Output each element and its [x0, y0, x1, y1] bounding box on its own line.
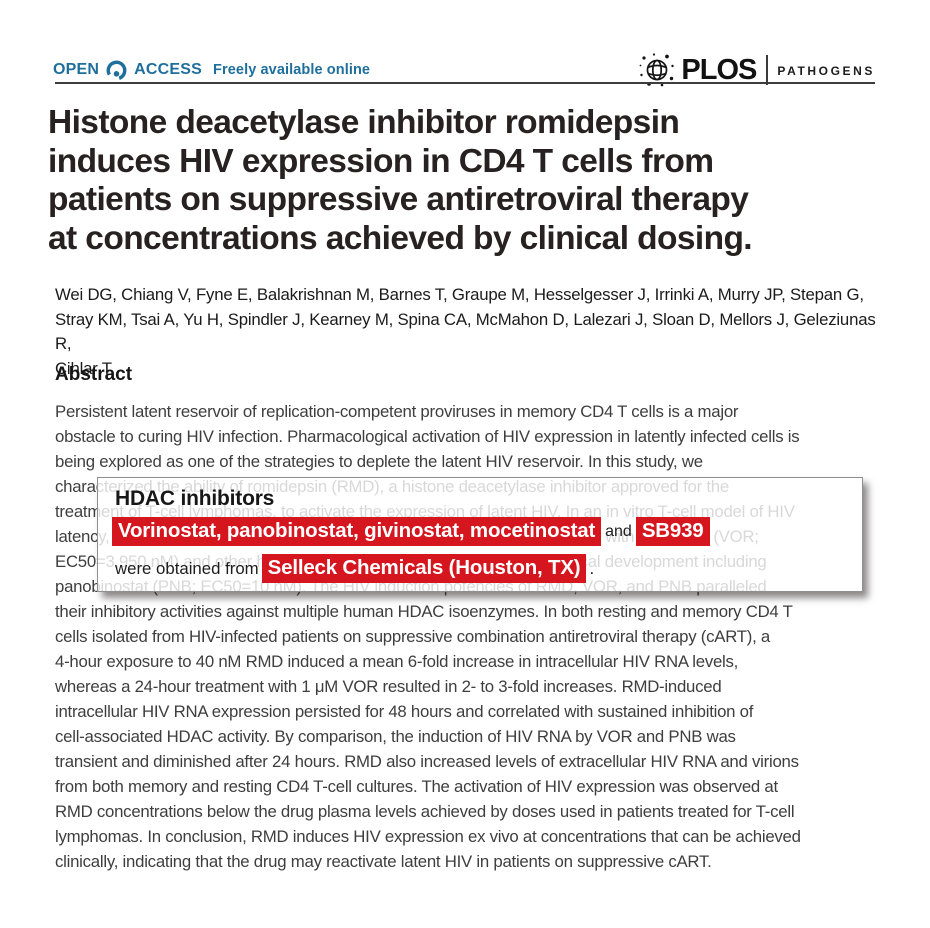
- vendor-row-suffix: .: [589, 558, 595, 578]
- header-rule: [55, 82, 875, 84]
- title-line: patients on suppressive antiretroviral t…: [48, 181, 749, 218]
- title-line: induces HIV expression in CD4 T cells fr…: [48, 142, 714, 180]
- logo-divider: [766, 55, 769, 85]
- title-line: at concentrations achieved by clinical d…: [48, 219, 753, 257]
- popup-highlight-row: Vorinostat, panobinostat, givinostat, mo…: [112, 517, 710, 546]
- author-line: Cihlar T.: [55, 358, 115, 378]
- article-title: Histone deacetylase inhibitor romidepsin…: [48, 104, 908, 258]
- abstract-line: transient and diminished after 24 hours.…: [55, 752, 799, 771]
- abstract-line: intracellular HIV RNA expression persist…: [55, 702, 754, 721]
- masthead: OPEN ACCESS Freely available online: [53, 50, 875, 90]
- open-label: OPEN: [53, 61, 100, 78]
- abstract-line: cells isolated from HIV-infected patient…: [55, 627, 771, 646]
- hdac-annotation-popup: HDAC inhibitors Vorinostat, panobinostat…: [97, 477, 863, 592]
- abstract-line: clinically, indicating that the drug may…: [55, 852, 712, 871]
- abstract-line: obstacle to curing HIV infection. Pharma…: [55, 427, 800, 446]
- abstract-line: lymphomas. In conclusion, RMD induces HI…: [55, 827, 801, 846]
- abstract-line: RMD concentrations below the drug plasma…: [55, 802, 795, 821]
- author-line: Wei DG, Chiang V, Fyne E, Balakrishnan M…: [55, 285, 864, 304]
- freely-available-label: Freely available online: [213, 62, 371, 78]
- highlighted-vendor: Selleck Chemicals (Houston, TX): [261, 554, 587, 583]
- vendor-row-prefix: were obtained from: [115, 558, 259, 578]
- popup-heading: HDAC inhibitors: [115, 487, 275, 510]
- plos-logo: PLOS PATHOGENS: [637, 50, 875, 90]
- title-line: Histone deacetylase inhibitor romidepsin: [48, 104, 680, 141]
- open-access-banner: OPEN ACCESS Freely available online: [53, 57, 370, 83]
- abstract-line: their inhibitory activities against mult…: [55, 602, 793, 621]
- abstract-line: whereas a 24-hour treatment with 1 μM VO…: [55, 677, 722, 696]
- author-list: Wei DG, Chiang V, Fyne E, Balakrishnan M…: [55, 283, 885, 381]
- highlighted-drug-names: Vorinostat, panobinostat, givinostat, mo…: [112, 517, 602, 546]
- abstract-heading: Abstract: [55, 364, 133, 385]
- abstract-line: cell-associated HDAC activity. By compar…: [55, 727, 736, 746]
- author-line: Stray KM, Tsai A, Yu H, Spindler J, Kear…: [55, 309, 876, 354]
- highlighted-sb939: SB939: [635, 517, 710, 546]
- abstract-line: from both memory and resting CD4 T-cell …: [55, 777, 778, 796]
- plos-wordmark: PLOS: [681, 53, 757, 86]
- open-lock-icon: [105, 57, 128, 83]
- abstract-line: being explored as one of the strategies …: [55, 452, 703, 471]
- popup-vendor-row: were obtained from Selleck Chemicals (Ho…: [115, 554, 594, 583]
- connector-text: and: [605, 522, 632, 540]
- journal-name: PATHOGENS: [777, 64, 875, 78]
- abstract-line: Persistent latent reservoir of replicati…: [55, 402, 739, 421]
- globe-sketch-icon: [637, 50, 677, 90]
- abstract-line: 4-hour exposure to 40 nM RMD induced a m…: [55, 652, 739, 671]
- access-label: ACCESS: [134, 61, 203, 78]
- abstract-text: Persistent latent reservoir of replicati…: [55, 399, 801, 874]
